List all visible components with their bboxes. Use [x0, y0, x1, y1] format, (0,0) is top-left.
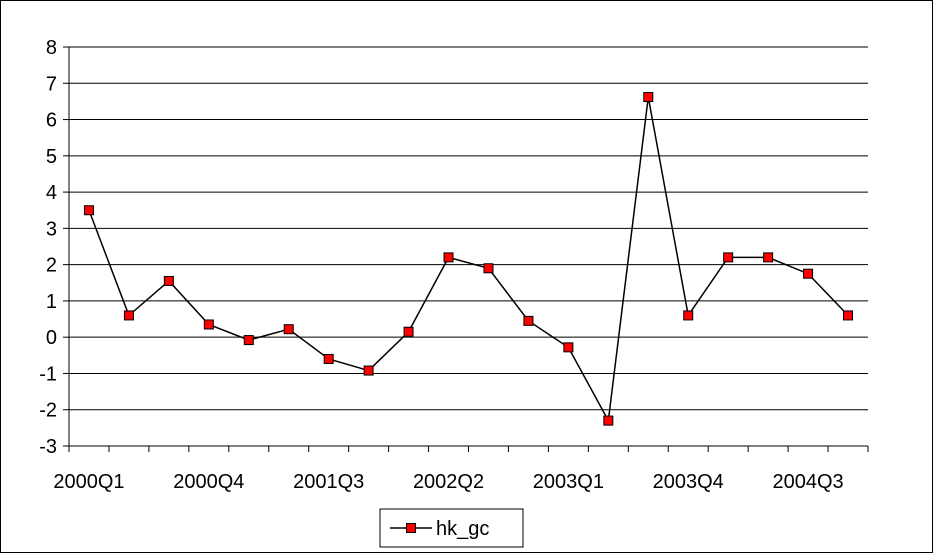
- y-tick-label: 5: [46, 146, 57, 168]
- data-point: [203, 319, 214, 330]
- gridlines: [69, 46, 868, 411]
- data-point: [523, 315, 534, 326]
- data-point: [283, 324, 294, 335]
- x-tick-label: 2001Q3: [293, 471, 364, 493]
- data-point: [843, 310, 854, 321]
- x-tick-label: 2000Q1: [53, 471, 124, 493]
- data-point: [123, 310, 134, 321]
- data-point: [603, 415, 614, 426]
- series-line-hk_gc: [88, 96, 849, 424]
- y-tick-label: 3: [46, 218, 57, 240]
- x-tick-label: 2002Q2: [413, 471, 484, 493]
- data-point: [803, 268, 814, 279]
- y-tick-label: 2: [46, 255, 57, 277]
- y-tick-label: -1: [39, 363, 57, 385]
- data-point: [363, 365, 374, 376]
- legend-label: hk_gc: [436, 518, 489, 540]
- x-tick-label: 2003Q1: [533, 471, 604, 493]
- data-point: [403, 326, 414, 337]
- y-tick-label: 6: [46, 110, 57, 132]
- data-point: [443, 252, 454, 263]
- y-tick-label: 4: [46, 182, 57, 204]
- axes: -3 -2 -1 0 1 2 3 4 5 6 7 8 2000Q1 2000Q4 2001Q3 2002Q2 2…: [39, 37, 869, 493]
- y-tick-label: -3: [39, 436, 57, 458]
- data-point: [563, 342, 574, 353]
- y-tick-label: 1: [46, 291, 57, 313]
- data-point: [483, 263, 494, 274]
- y-tick-label: 7: [46, 73, 57, 95]
- legend-marker-swatch: [406, 523, 416, 533]
- data-point: [243, 335, 254, 346]
- data-point: [643, 92, 654, 103]
- y-tick-label: 0: [46, 327, 57, 349]
- x-tick-label: 2003Q4: [653, 471, 724, 493]
- y-tick-label: -2: [39, 400, 57, 422]
- x-tick-label: 2004Q3: [772, 471, 843, 493]
- data-point: [323, 353, 334, 364]
- data-point: [163, 275, 174, 286]
- legend: hk_gc: [379, 508, 524, 548]
- y-tick-label: 8: [46, 37, 57, 59]
- data-point: [723, 252, 734, 263]
- series-layer: [83, 92, 854, 426]
- x-tick-label: 2000Q4: [173, 471, 244, 493]
- data-point: [83, 205, 94, 216]
- data-point: [683, 310, 694, 321]
- data-point: [763, 252, 774, 263]
